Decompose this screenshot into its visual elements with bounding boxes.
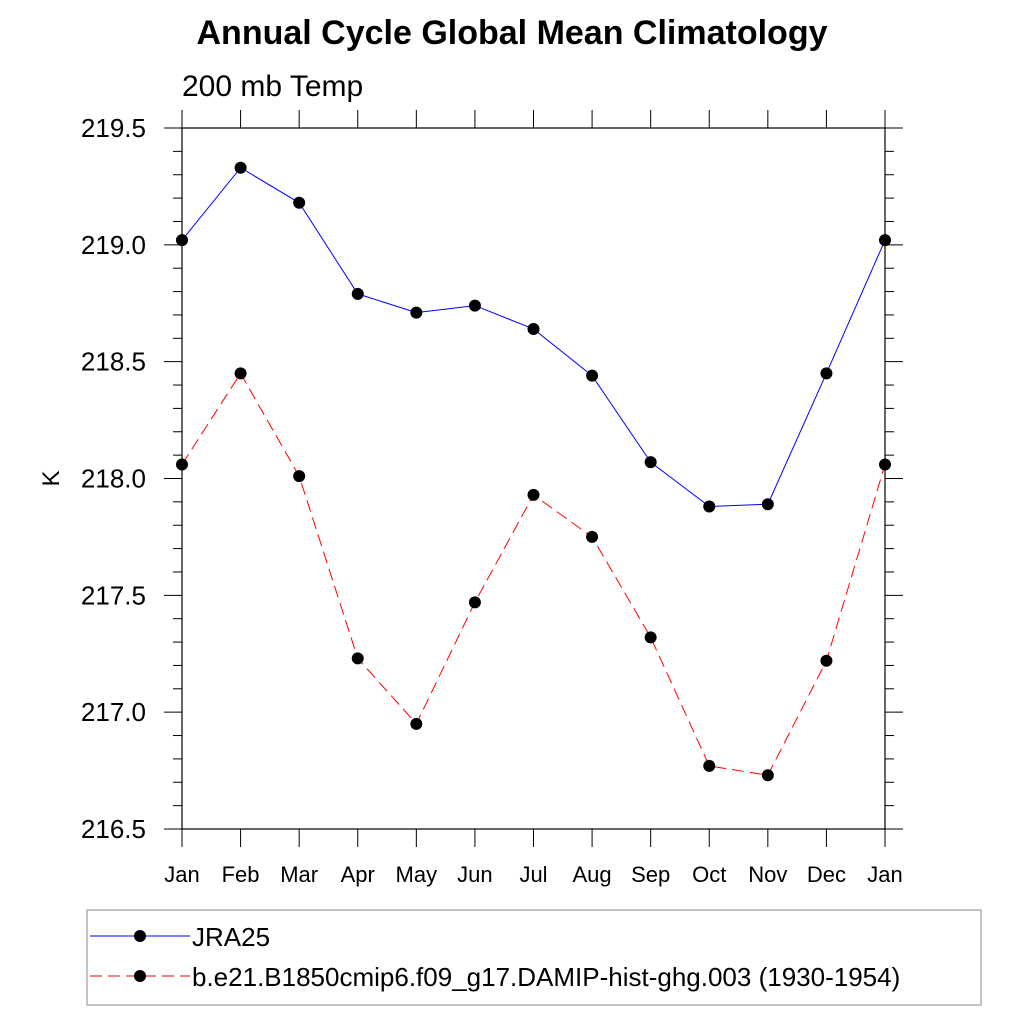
data-point (761, 498, 774, 511)
data-point (410, 306, 423, 319)
data-point (234, 367, 247, 380)
y-tick-label: 218.0 (81, 464, 146, 494)
legend-marker (134, 970, 146, 982)
y-tick-label: 216.5 (81, 814, 146, 844)
data-point (468, 596, 481, 609)
data-point (586, 369, 599, 382)
data-point (820, 654, 833, 667)
data-point (293, 196, 306, 209)
x-tick-label: Oct (692, 862, 726, 887)
x-tick-label: Mar (280, 862, 318, 887)
data-point (879, 458, 891, 471)
x-tick-label: Jun (457, 862, 492, 887)
x-tick-label: Nov (748, 862, 787, 887)
data-point (234, 161, 247, 174)
chart-title: Annual Cycle Global Mean Climatology (196, 14, 828, 52)
y-tick-label: 219.5 (81, 113, 146, 143)
data-point (410, 717, 423, 730)
x-tick-label: Feb (222, 862, 260, 887)
data-point (644, 456, 657, 469)
data-point (703, 759, 716, 772)
data-point (879, 234, 891, 247)
x-tick-label: Jan (867, 862, 902, 887)
data-point (527, 488, 540, 501)
x-tick-label: Apr (341, 862, 375, 887)
data-point (468, 299, 481, 312)
legend-marker (134, 930, 146, 942)
data-point (293, 470, 306, 483)
data-point (703, 500, 716, 513)
x-tick-label: Sep (631, 862, 670, 887)
data-point (761, 769, 774, 782)
axes: 216.5 217.0 217.5 218.0 218.5 219.0 219.5 Jan Fe… (38, 110, 903, 887)
x-tick-label: Aug (573, 862, 612, 887)
data-point (351, 287, 364, 300)
x-tick-label: Jul (519, 862, 547, 887)
x-tick-label: Dec (807, 862, 846, 887)
x-tick-label: Jan (164, 862, 199, 887)
x-tick-label: May (396, 862, 438, 887)
series-2 (176, 367, 891, 782)
legend-box (86, 909, 982, 1006)
series-1 (176, 161, 891, 513)
y-axis-label: K (38, 470, 65, 486)
y-tick-label: 217.0 (81, 697, 146, 727)
legend: JRA25 b.e21.B1850cmip6.f09_g17.DAMIP-hist… (86, 909, 982, 1006)
legend-label: b.e21.B1850cmip6.f09_g17.DAMIP-hist-ghg.… (192, 962, 900, 992)
series-line (181, 372, 886, 776)
data-point (644, 631, 657, 644)
y-tick-label: 219.0 (81, 230, 146, 260)
data-point (351, 652, 364, 665)
data-point (586, 530, 599, 543)
legend-label: JRA25 (192, 922, 270, 952)
y-tick-label: 217.5 (81, 580, 146, 610)
data-point (820, 367, 833, 380)
chart-subtitle: 200 mb Temp (182, 70, 364, 103)
data-point (176, 234, 188, 247)
data-point (176, 458, 188, 471)
series-layer (176, 161, 891, 782)
y-tick-label: 218.5 (81, 347, 146, 377)
data-point (527, 322, 540, 335)
